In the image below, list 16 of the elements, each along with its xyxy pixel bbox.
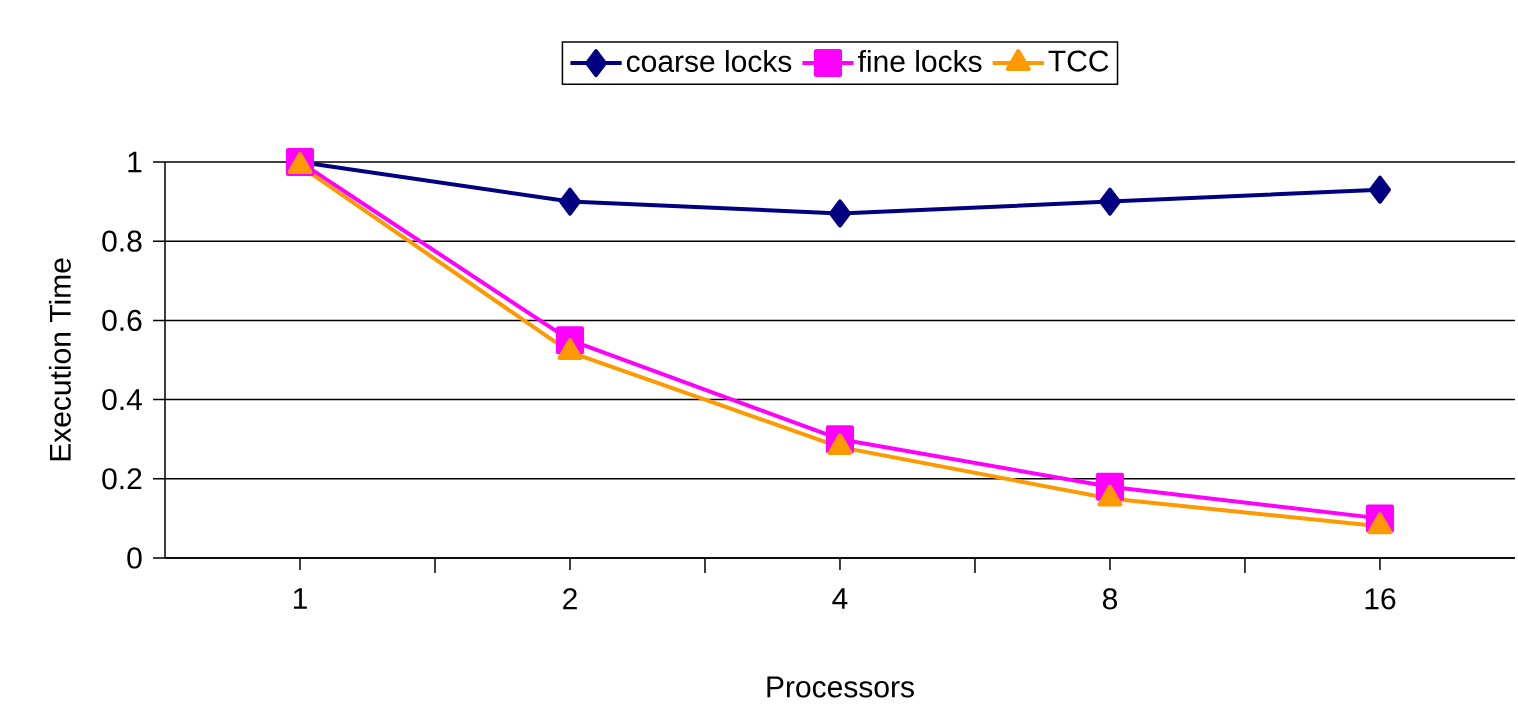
x-tick-label: 2 [563,588,577,610]
y-tick-label: 0.2 [102,468,142,490]
x-tick-label: 8 [1102,588,1118,610]
y-axis-title: Execution Time [48,258,71,461]
legend-label: fine locks [858,50,982,73]
y-tick-label: 0.8 [102,230,142,252]
x-tick-label: 4 [832,588,848,609]
y-tick-label: 0.4 [102,388,142,411]
x-axis-title: Processors [767,676,914,698]
y-tick-label: 1 [128,151,142,173]
legend-label: TCC [1048,50,1109,72]
x-tick-label: 16 [1365,588,1396,610]
y-tick-label: 0.6 [102,309,142,332]
y-tick-label: 0 [127,547,142,569]
x-tick-label: 1 [293,588,307,609]
legend-label: coarse locks [626,50,792,73]
